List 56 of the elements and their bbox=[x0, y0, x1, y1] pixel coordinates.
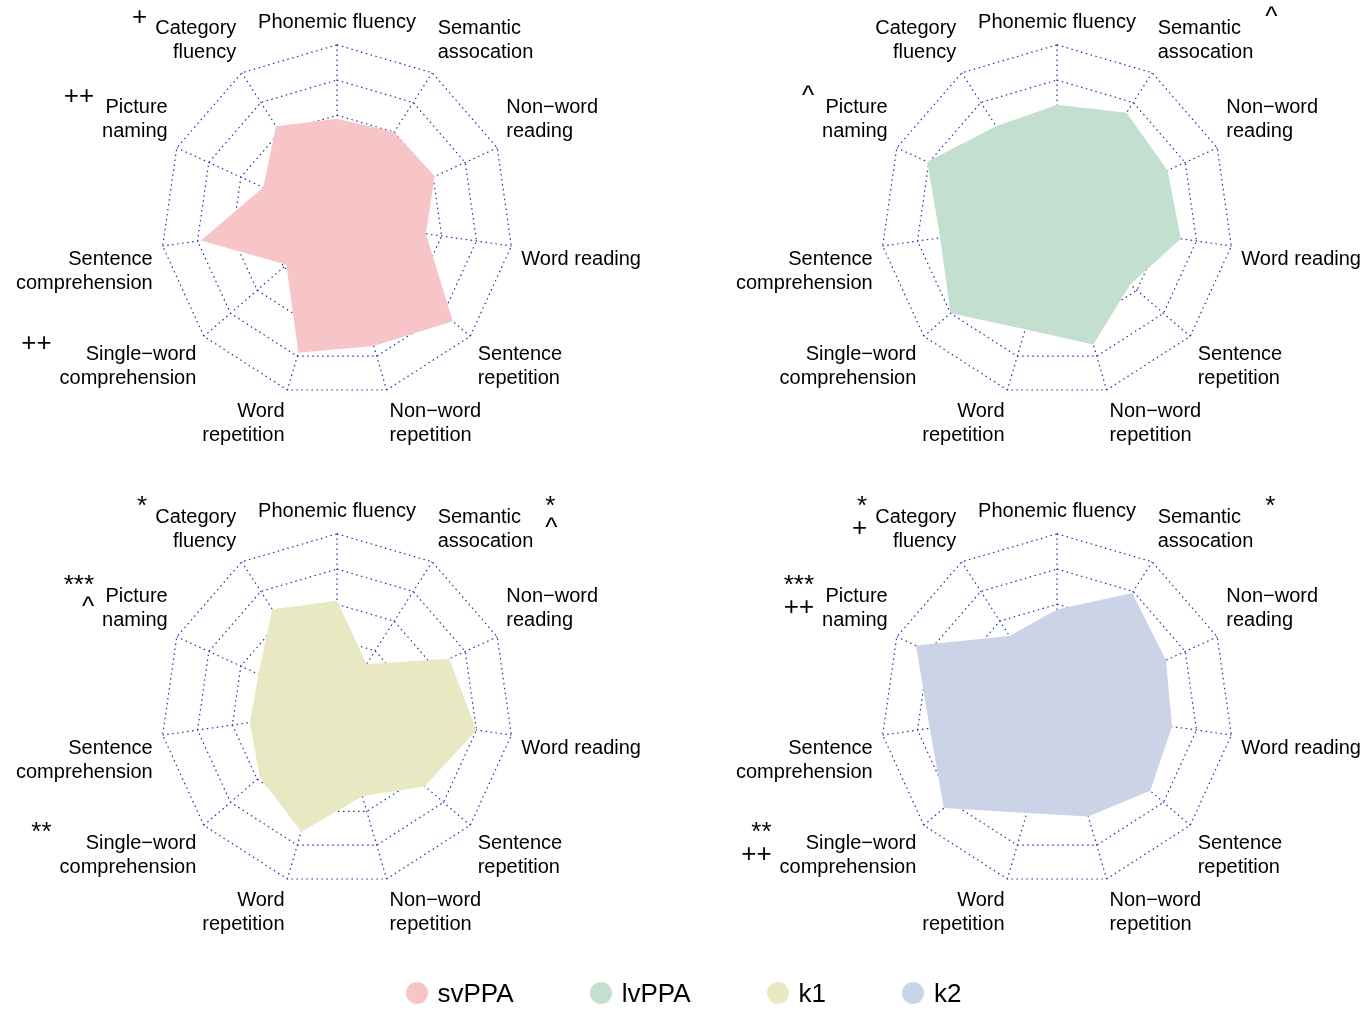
spoke-label: Phonemic fluency bbox=[258, 499, 416, 522]
spoke-label: Non−word reading bbox=[506, 584, 599, 631]
spoke-label: Category fluency bbox=[155, 504, 237, 551]
spoke-label: Picture naming bbox=[822, 584, 888, 631]
spoke-label: Word reading bbox=[521, 247, 641, 270]
spoke-label: Single−word comprehension bbox=[59, 831, 197, 878]
spoke-label: Word repetition bbox=[922, 888, 1005, 935]
text: * bbox=[137, 489, 148, 520]
spoke-label: Sentence repetition bbox=[477, 342, 563, 389]
spoke-label: Non−word repetition bbox=[389, 888, 482, 935]
spoke-label: Sentence comprehension bbox=[16, 736, 153, 783]
spoke-label: Phonemic fluency bbox=[978, 499, 1136, 522]
spoke-label: Semantic assocation bbox=[437, 15, 534, 62]
text: ++ bbox=[63, 79, 95, 110]
spoke-label: Single−word comprehension bbox=[779, 831, 917, 878]
spoke-label: Sentence comprehension bbox=[736, 247, 873, 294]
spoke-label: Single−word comprehension bbox=[59, 342, 197, 389]
spoke-label: Non−word repetition bbox=[1109, 888, 1202, 935]
spoke-label: Word repetition bbox=[202, 399, 285, 446]
spoke-label: Picture naming bbox=[102, 584, 168, 631]
spoke-label: Semantic assocation bbox=[1157, 504, 1254, 551]
legend-label: k1 bbox=[798, 977, 826, 1009]
spoke-label: Semantic assocation bbox=[437, 504, 534, 551]
spoke-label: Picture naming bbox=[102, 95, 168, 142]
spoke-label: Word reading bbox=[1241, 736, 1361, 759]
spoke-label: Phonemic fluency bbox=[978, 10, 1136, 33]
spoke-label: Word reading bbox=[521, 736, 641, 759]
spoke-label: Single−word comprehension bbox=[779, 342, 917, 389]
spoke-label: Sentence comprehension bbox=[16, 247, 153, 294]
spoke-label: Picture naming bbox=[822, 95, 888, 142]
text: + bbox=[132, 0, 148, 31]
text: * bbox=[1265, 489, 1276, 520]
spoke-label: Sentence repetition bbox=[1197, 831, 1283, 878]
text: ^ bbox=[1265, 0, 1278, 31]
spoke-label: Non−word reading bbox=[1226, 584, 1319, 631]
spoke-label: Category fluency bbox=[875, 504, 957, 551]
text: ++ bbox=[21, 327, 52, 358]
text: ^ bbox=[801, 79, 815, 110]
spoke-label: Sentence repetition bbox=[1197, 342, 1283, 389]
legend-label: k2 bbox=[933, 977, 962, 1009]
legend-label: lvPPA bbox=[621, 977, 691, 1009]
text: ** bbox=[31, 816, 52, 847]
spoke-label: Sentence comprehension bbox=[736, 736, 873, 783]
spoke-label: Semantic assocation bbox=[1157, 15, 1254, 62]
spoke-label: Sentence repetition bbox=[477, 831, 563, 878]
spoke-label: Non−word repetition bbox=[1109, 399, 1202, 446]
spoke-label: Non−word repetition bbox=[389, 399, 482, 446]
legend-label: svPPA bbox=[437, 977, 514, 1009]
spoke-label: Category fluency bbox=[155, 15, 237, 62]
spoke-label: Word reading bbox=[1241, 247, 1361, 270]
spoke-label: Word repetition bbox=[922, 399, 1005, 446]
spoke-label: Non−word reading bbox=[1226, 95, 1319, 142]
spoke-label: Word repetition bbox=[202, 888, 285, 935]
spoke-label: Phonemic fluency bbox=[258, 10, 416, 33]
spoke-label: Category fluency bbox=[875, 15, 957, 62]
spoke-label: Non−word reading bbox=[506, 95, 599, 142]
